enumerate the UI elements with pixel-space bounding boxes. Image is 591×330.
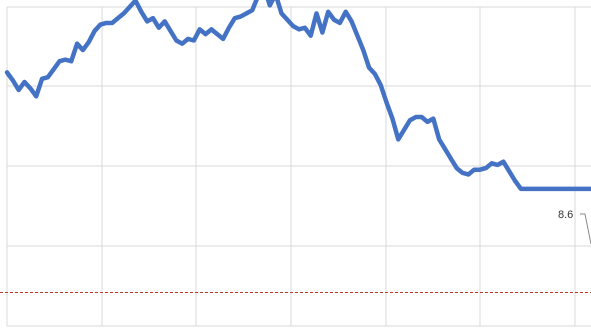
annotation-label: 8.6 (558, 209, 573, 221)
annotation-leader-line (580, 213, 591, 245)
series-line (4, 0, 591, 192)
grid (6, 6, 591, 327)
annotations: 8.6 (558, 209, 591, 245)
